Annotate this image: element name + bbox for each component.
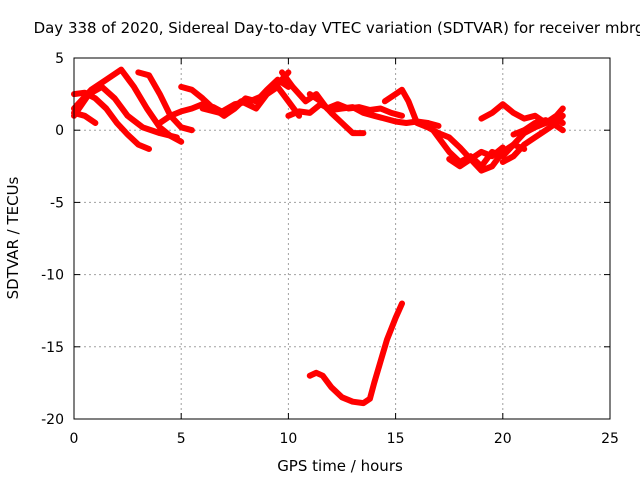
y-tick-label: 5 <box>55 51 64 67</box>
grid <box>74 58 610 419</box>
series-track-9 <box>221 83 303 119</box>
y-axis-label: SDTVAR / TECUs <box>4 176 22 299</box>
x-axis: 0 5 10 15 20 25 <box>70 58 619 447</box>
x-tick-label: 0 <box>70 431 79 447</box>
x-tick-label: 10 <box>279 431 297 447</box>
y-tick-label: -20 <box>41 412 64 428</box>
y-tick-label: -5 <box>50 195 64 211</box>
x-tick-label: 20 <box>494 431 512 447</box>
x-tick-label: 25 <box>601 431 619 447</box>
y-tick-label: -10 <box>41 268 64 284</box>
series-track-15 <box>446 144 506 170</box>
series-track-3 <box>71 83 180 141</box>
series-track-18 <box>510 117 566 138</box>
y-axis: 5 0 -5 -10 -15 -20 <box>41 51 610 428</box>
x-axis-label: GPS time / hours <box>277 457 403 475</box>
y-tick-label: 0 <box>55 123 64 139</box>
series-track-5 <box>135 69 195 134</box>
series-track-19 <box>306 300 405 407</box>
y-tick-label: -15 <box>41 340 64 356</box>
series-track-16 <box>478 101 566 126</box>
plot-frame <box>73 57 611 420</box>
x-tick-label: 5 <box>177 431 186 447</box>
series-track-12 <box>306 91 367 137</box>
chart-title: Day 338 of 2020, Sidereal Day-to-day VTE… <box>34 19 640 37</box>
series-track-4 <box>71 109 99 126</box>
x-tick-label: 15 <box>387 431 405 447</box>
data-series <box>71 66 566 407</box>
